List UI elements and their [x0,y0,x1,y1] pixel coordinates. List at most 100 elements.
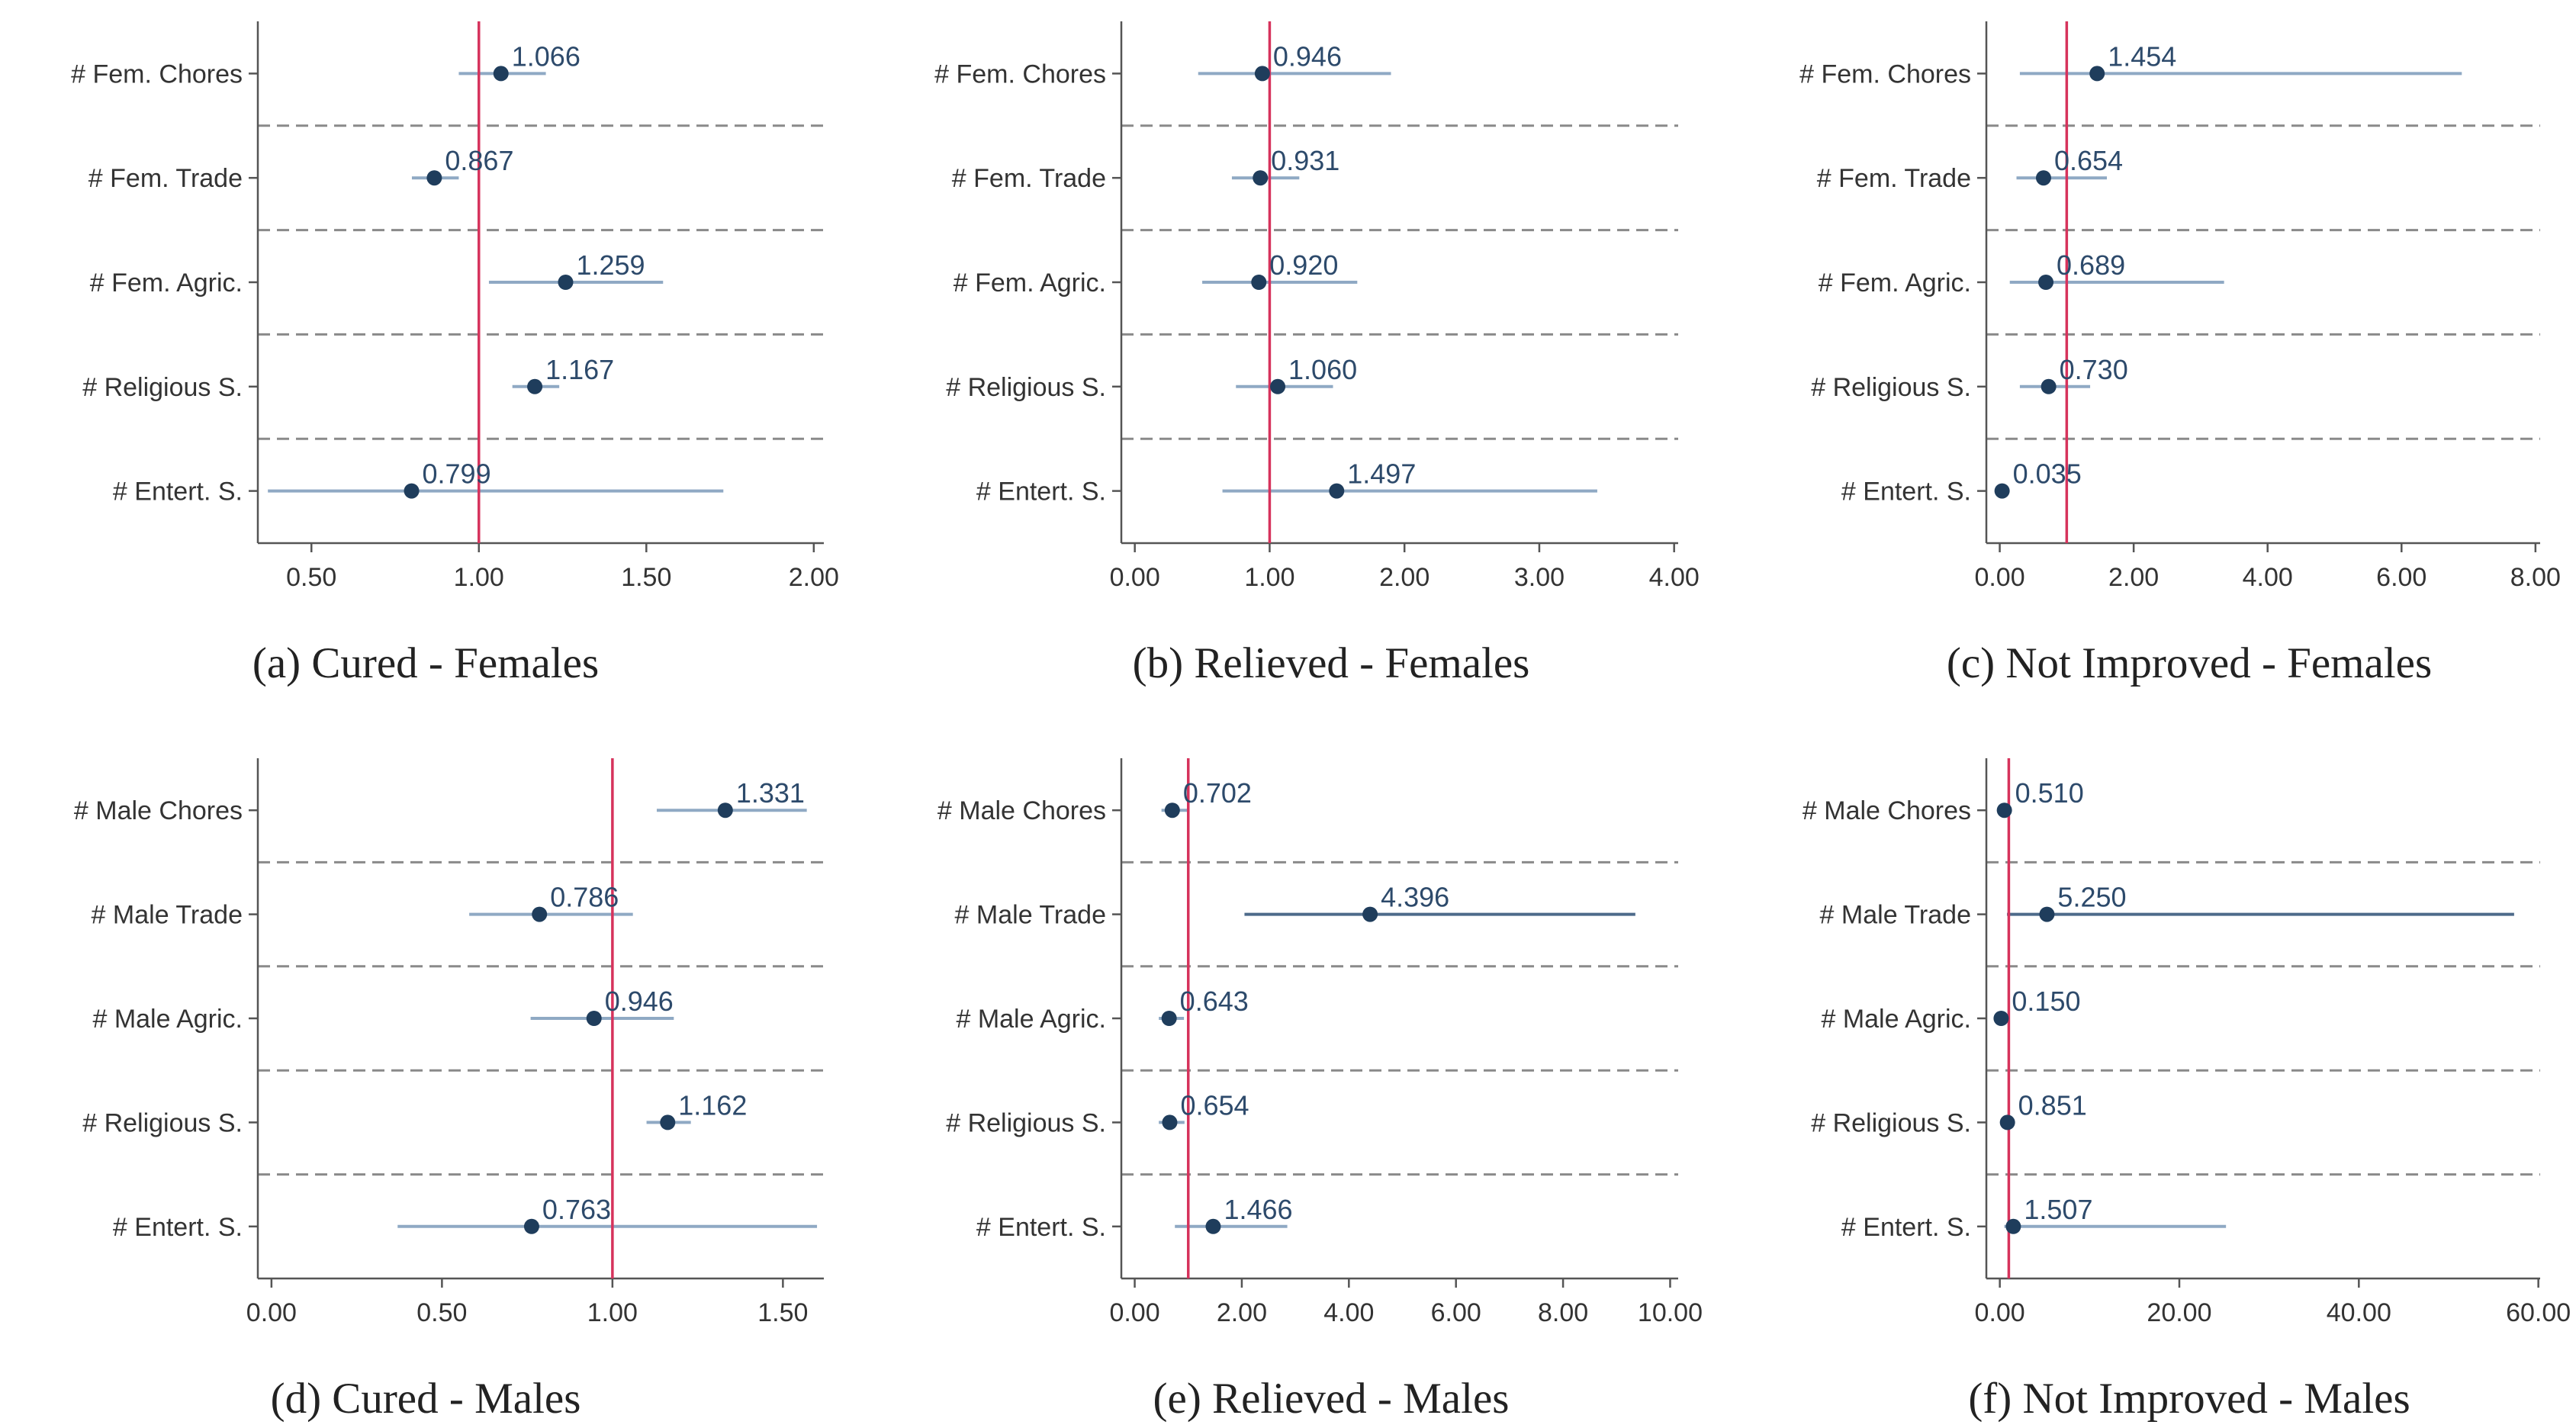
y-tick-label: # Male Agric. [1821,1005,1971,1034]
x-tick-label: 1.00 [454,563,504,592]
data-value-label: 0.035 [2013,458,2082,490]
x-tick-label: 1.50 [621,563,671,592]
data-value-label: 0.946 [605,986,674,1017]
y-tick-label: # Fem. Trade [1817,164,1971,193]
y-tick-label: # Religious S. [946,373,1106,402]
data-point [2039,906,2055,922]
x-tick-label: 8.00 [1538,1298,1588,1327]
y-tick-label: # Entert. S. [976,1213,1106,1242]
y-tick-label: # Fem. Chores [934,60,1106,88]
data-value-label: 0.851 [2018,1089,2087,1121]
data-point [1164,802,1180,819]
y-tick-label: # Male Agric. [956,1005,1106,1034]
data-value-label: 1.466 [1224,1194,1292,1225]
y-tick-label: # Religious S. [946,1108,1106,1137]
x-tick-label: 6.00 [2376,563,2426,592]
x-tick-label: 0.50 [416,1298,467,1327]
y-tick-label: # Religious S. [1811,373,1971,402]
data-point [717,802,733,819]
data-point [1994,483,2010,499]
x-tick-label: 4.00 [1649,563,1700,592]
data-value-label: 1.066 [512,40,580,72]
data-point [523,1218,539,1234]
x-tick-label: 0.00 [1974,563,2024,592]
data-point [1161,1011,1177,1026]
data-value-label: 1.167 [545,354,614,385]
data-point [493,66,509,82]
data-point [532,906,548,922]
x-tick-label: 0.00 [1110,563,1160,592]
x-tick-label: 20.00 [2147,1298,2211,1327]
data-point [426,170,442,186]
data-value-label: 0.946 [1273,40,1342,72]
data-value-label: 1.331 [736,777,805,809]
y-tick-label: # Male Chores [937,796,1106,825]
panel-caption: (a) Cured - Females [252,639,599,687]
y-tick-label: # Fem. Chores [71,60,243,88]
x-tick-label: 1.00 [1244,563,1294,592]
data-value-label: 0.931 [1271,145,1339,176]
x-tick-label: 6.00 [1431,1298,1481,1327]
data-point [1162,1114,1178,1130]
x-tick-label: 10.00 [1638,1298,1703,1327]
data-value-label: 5.250 [2057,882,2126,913]
data-point [1996,802,2012,819]
y-tick-label: # Male Chores [74,796,243,825]
y-tick-label: # Male Trade [955,901,1106,930]
panel-5: 0.00 2.00 4.00 6.00 8.00 10.00 # Male Chores # … [937,758,1703,1423]
data-value-label: 1.259 [576,249,645,281]
x-tick-label: 8.00 [2510,563,2561,592]
y-tick-label: # Male Agric. [92,1005,243,1034]
data-point [404,483,420,499]
y-tick-label: # Male Trade [1820,901,1971,930]
data-point [2089,66,2105,82]
data-value-label: 0.730 [2060,354,2128,385]
data-point [1362,906,1378,922]
data-point [527,378,543,394]
y-tick-label: # Male Trade [92,901,243,930]
data-point [660,1114,676,1130]
panel-caption: (b) Relieved - Females [1133,639,1530,687]
data-value-label: 0.920 [1269,249,1338,281]
data-value-label: 4.396 [1381,882,1449,913]
data-value-label: 0.643 [1180,986,1249,1017]
data-value-label: 0.689 [2057,249,2125,281]
data-point [586,1011,602,1026]
y-tick-label: # Fem. Trade [952,164,1106,193]
y-tick-label: # Entert. S. [1841,1213,1971,1242]
panel-4: 0.00 0.50 1.00 1.50 # Male Chores # Male Trad… [74,758,824,1423]
panel-caption: (e) Relieved - Males [1153,1375,1510,1423]
data-point [1251,275,1267,290]
panel-6: 0.00 20.00 40.00 60.00 # Male Chores # Male T… [1803,758,2571,1423]
data-point [1999,1114,2015,1130]
x-tick-label: 4.00 [1323,1298,1374,1327]
x-tick-label: 2.00 [789,563,839,592]
data-point [2038,275,2054,290]
data-value-label: 0.150 [2012,986,2080,1017]
data-point [558,275,574,290]
panel-1: 0.50 1.00 1.50 2.00 # Fem. Chores # Fem. Trad… [71,21,839,687]
x-tick-label: 3.00 [1514,563,1565,592]
data-value-label: 0.510 [2015,777,2084,809]
x-tick-label: 40.00 [2327,1298,2391,1327]
panel-caption: (d) Cured - Males [271,1375,581,1423]
data-value-label: 0.702 [1183,777,1252,809]
x-tick-label: 1.00 [587,1298,638,1327]
x-tick-label: 4.00 [2243,563,2293,592]
panel-3: 0.00 2.00 4.00 6.00 8.00 # Fem. Chores # Fem. … [1799,21,2561,687]
data-point [1329,483,1345,499]
y-tick-label: # Fem. Agric. [954,269,1106,298]
data-point [1254,66,1270,82]
data-value-label: 0.763 [542,1194,611,1225]
x-tick-label: 0.50 [286,563,336,592]
x-tick-label: 0.00 [1109,1298,1159,1327]
x-tick-label: 2.00 [1379,563,1430,592]
data-point [1270,378,1286,394]
data-point [2035,170,2051,186]
data-point [2005,1218,2021,1234]
data-value-label: 1.162 [678,1089,747,1121]
data-value-label: 0.799 [423,458,491,490]
y-tick-label: # Fem. Agric. [90,269,243,298]
panel-caption: (c) Not Improved - Females [1947,639,2432,687]
panel-2: 0.00 1.00 2.00 3.00 4.00 # Fem. Chores # Fem. … [934,21,1700,687]
